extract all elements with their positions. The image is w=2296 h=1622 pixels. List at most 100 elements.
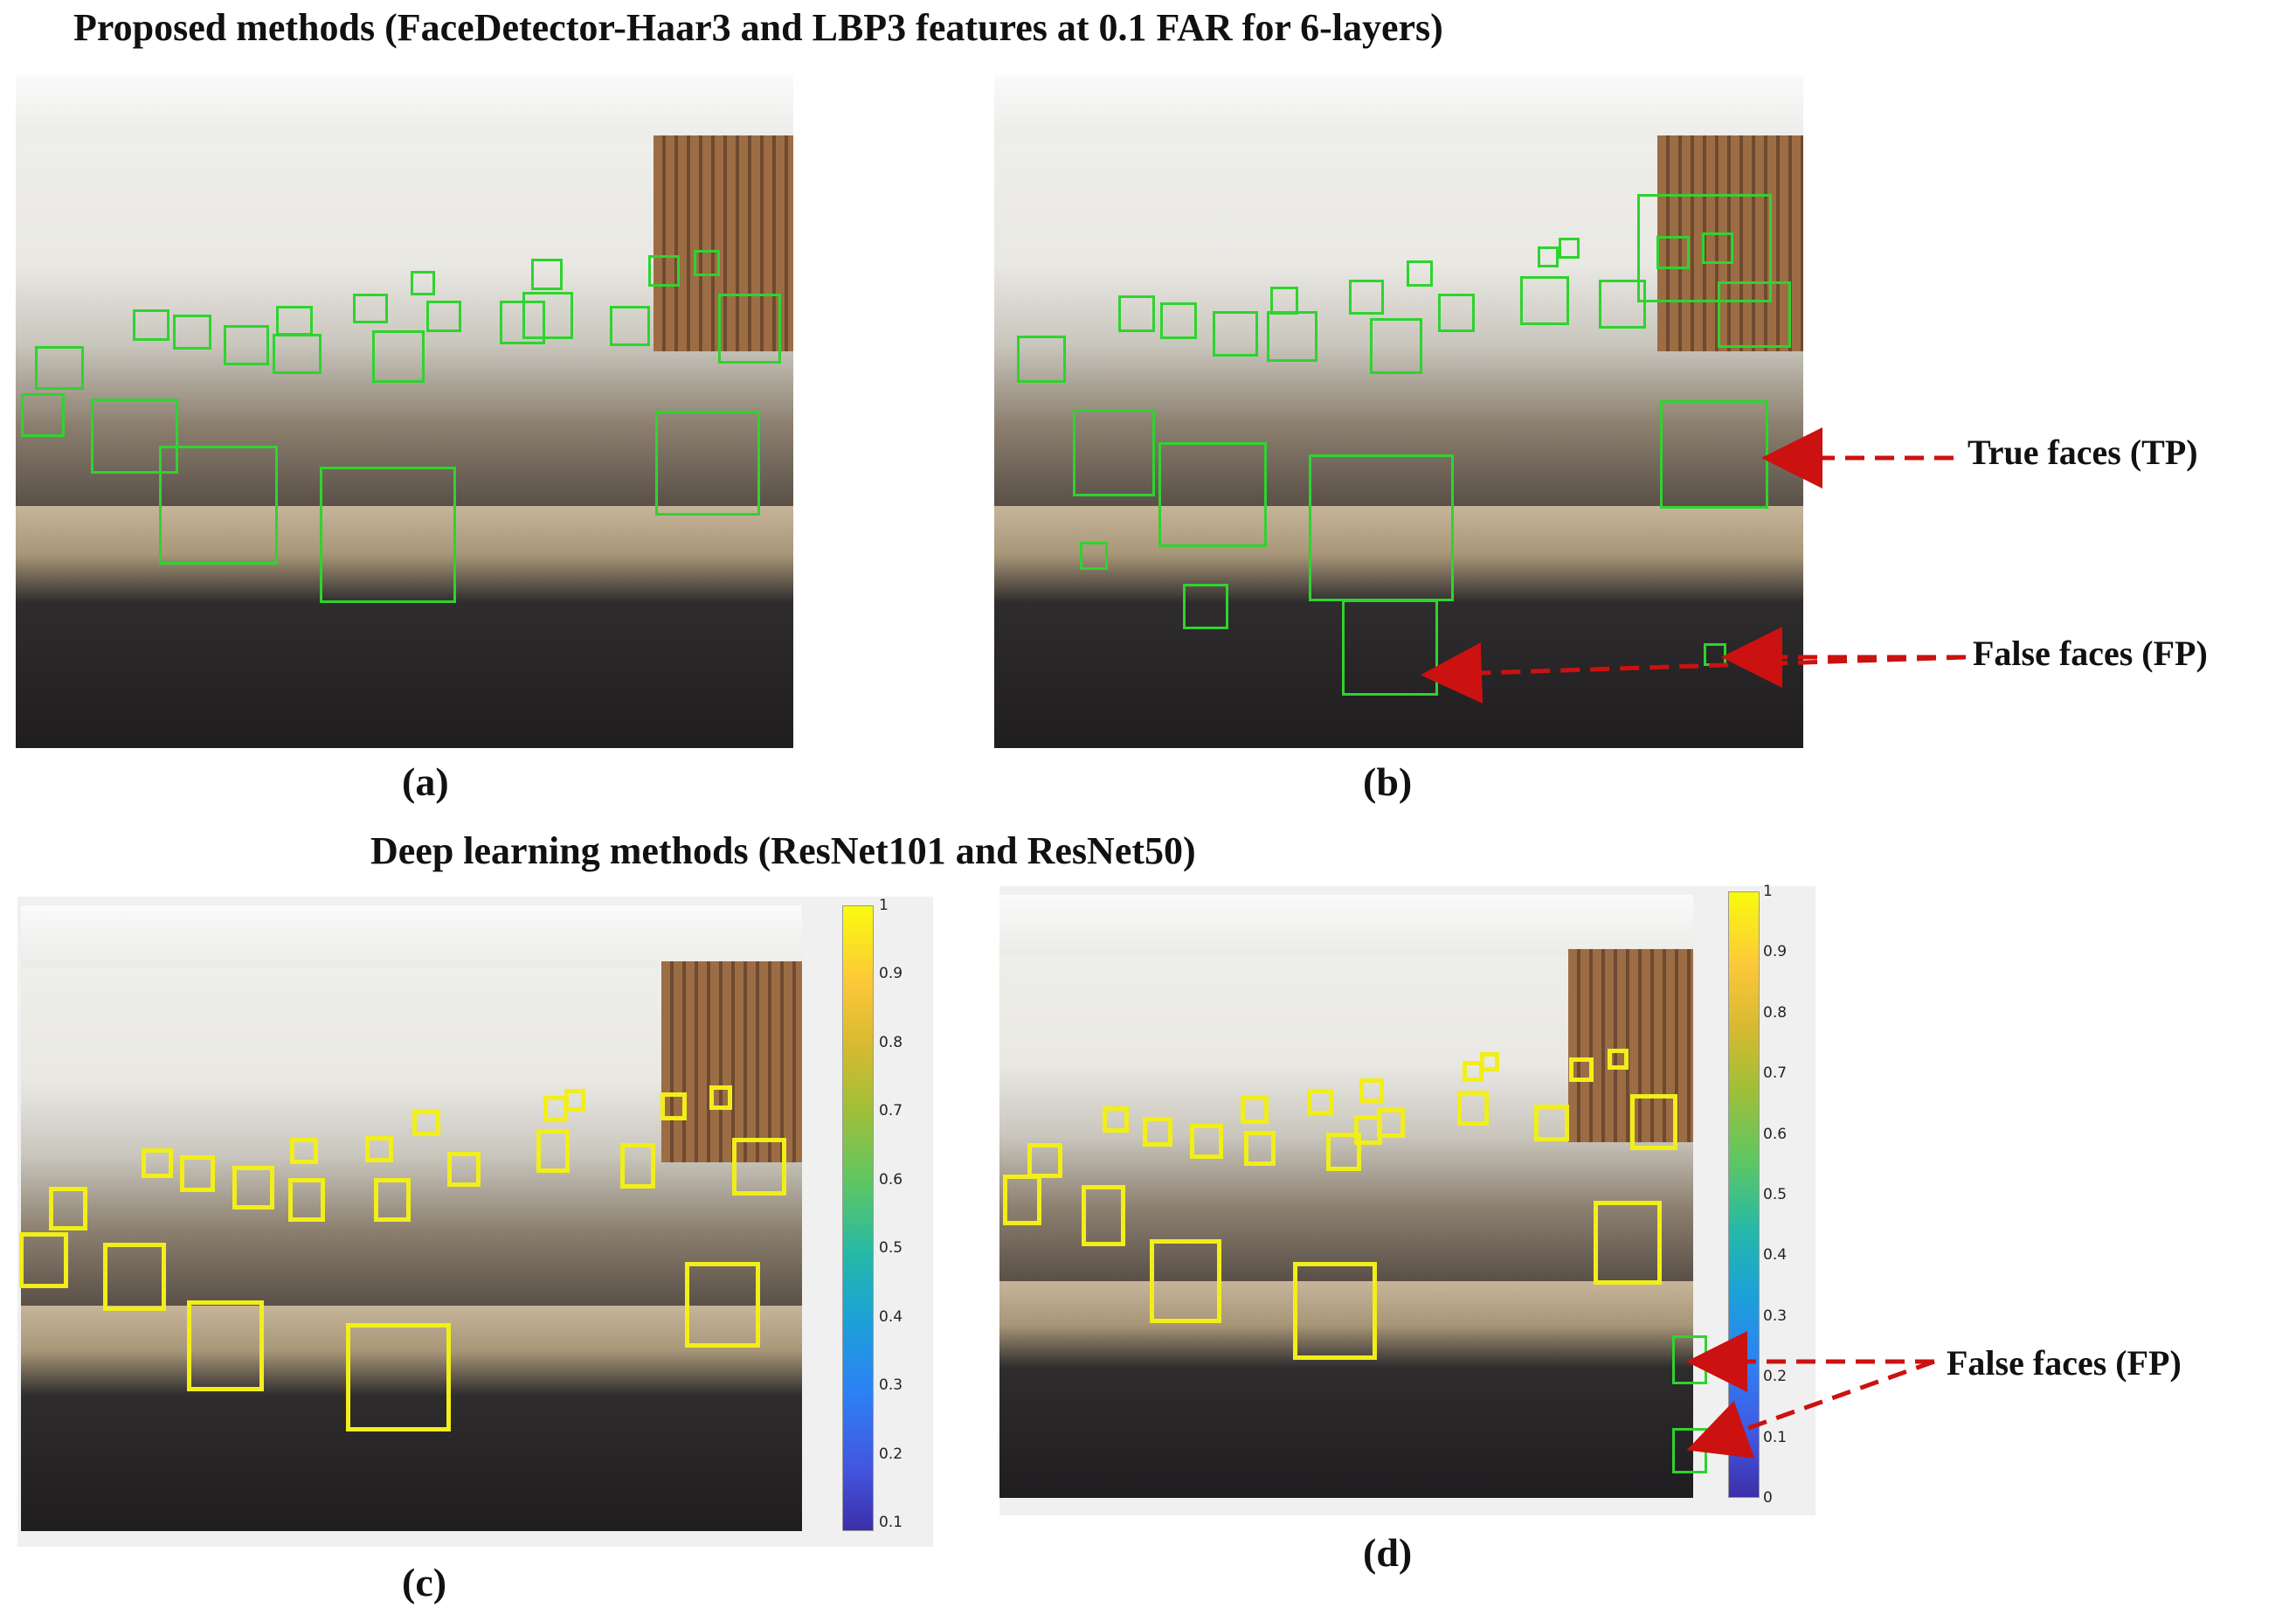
panel-a-label: (a) (402, 759, 449, 804)
face-detection-box (522, 292, 573, 339)
face-detection-box (1637, 194, 1772, 302)
colorbar-tick-label: 0.1 (1763, 1428, 1788, 1446)
colorbar-tick-label: 0.5 (879, 1239, 903, 1258)
face-detection-box (412, 1110, 440, 1136)
face-detection-box (273, 334, 322, 374)
false-faces-label-top: False faces (FP) (1973, 634, 2208, 673)
face-detection-box (1080, 542, 1108, 570)
face-detection-box (372, 330, 425, 383)
face-detection-box (620, 1143, 655, 1189)
face-detection-box (1438, 294, 1475, 332)
face-detection-box (224, 325, 269, 365)
colorbar-tick-label: 0.4 (1763, 1246, 1788, 1265)
face-detection-box (1569, 1057, 1594, 1082)
face-detection-box (648, 255, 680, 287)
colorbar-tick-label: 0.7 (879, 1102, 903, 1120)
face-detection-box (1559, 238, 1580, 259)
face-detection-box (1103, 1106, 1129, 1133)
panel-b-label: (b) (1363, 759, 1413, 804)
face-detection-box (35, 346, 84, 390)
face-detection-box (232, 1166, 274, 1210)
colorbar-tick-label: 0.2 (1763, 1368, 1788, 1386)
face-detection-box (536, 1129, 570, 1173)
face-detection-box (49, 1187, 87, 1230)
colorbar-tick-label: 0.9 (879, 965, 903, 983)
face-detection-box (1118, 295, 1155, 332)
face-detection-box (1082, 1185, 1125, 1246)
face-detection-box (610, 306, 650, 346)
face-detection-box (288, 1178, 325, 1222)
face-detection-box (709, 1085, 732, 1110)
face-detection-box (103, 1243, 166, 1311)
colorbar-tick-label: 0.3 (879, 1376, 903, 1395)
face-detection-box (531, 259, 563, 290)
face-detection-box (1718, 281, 1791, 348)
face-detection-box (290, 1138, 318, 1164)
panel-c-photo (21, 905, 802, 1531)
panel-c-colorbar (842, 905, 874, 1531)
face-detection-box (1326, 1133, 1361, 1171)
face-detection-box (1630, 1094, 1677, 1150)
face-detection-box (426, 301, 461, 332)
colorbar-tick-label: 1 (1763, 883, 1773, 900)
face-detection-box (718, 294, 781, 364)
face-detection-box (1594, 1201, 1662, 1285)
colorbar-tick-label: 1 (879, 897, 889, 914)
face-detection-box (133, 309, 169, 341)
face-detection-box (1190, 1124, 1223, 1159)
face-detection-box (1520, 276, 1569, 325)
panel-d-label: (d) (1363, 1530, 1413, 1575)
face-detection-box (180, 1155, 215, 1192)
face-detection-box (447, 1152, 481, 1187)
face-detection-box (1480, 1052, 1499, 1071)
face-detection-box (655, 411, 760, 516)
face-detection-box (1457, 1091, 1489, 1126)
face-detection-box (1599, 280, 1646, 329)
face-detection-box (1150, 1239, 1221, 1323)
face-detection-box (346, 1323, 451, 1431)
face-detection-box (374, 1178, 411, 1222)
panel-b-photo (994, 75, 1803, 748)
face-detection-box (694, 250, 720, 276)
colorbar-tick-label: 0.9 (1763, 943, 1788, 961)
face-detection-box (1656, 236, 1690, 269)
face-detection-box (411, 271, 435, 295)
panel-d-colorbar (1728, 891, 1760, 1498)
face-detection-box (1702, 232, 1733, 264)
face-detection-box (732, 1138, 786, 1196)
face-detection-box (159, 446, 278, 565)
arrow-false-face-d-lower (1686, 1359, 1935, 1459)
face-detection-box (1017, 336, 1066, 383)
false-faces-label-bottom: False faces (FP) (1947, 1343, 2182, 1383)
face-detection-box (1359, 1078, 1384, 1103)
face-detection-box (685, 1262, 760, 1348)
face-detection-box (1160, 302, 1197, 339)
face-detection-box (21, 393, 65, 437)
colorbar-tick-label: 0.6 (1763, 1125, 1788, 1143)
face-detection-box (91, 399, 178, 474)
face-detection-box (320, 467, 456, 603)
colorbar-tick-label: 0.8 (879, 1033, 903, 1051)
face-detection-box (173, 315, 211, 350)
face-detection-box (1213, 311, 1258, 357)
true-faces-label: True faces (TP) (1968, 433, 2198, 472)
face-detection-box (1307, 1089, 1333, 1115)
colorbar-tick-label: 0.4 (879, 1307, 903, 1326)
colorbar-tick-label: 0.8 (1763, 1003, 1788, 1022)
face-detection-box (1377, 1108, 1405, 1138)
colorbar-tick-label: 0.3 (1763, 1307, 1788, 1325)
face-detection-box (1370, 318, 1422, 374)
face-detection-box (19, 1232, 68, 1288)
face-detection-box (353, 294, 388, 323)
colorbar-tick-label: 0.7 (1763, 1064, 1788, 1083)
colorbar-tick-label: 0 (1763, 1489, 1773, 1507)
face-detection-box (1241, 1096, 1269, 1124)
face-detection-box (1143, 1117, 1172, 1147)
face-detection-box (1534, 1105, 1569, 1141)
face-detection-box (660, 1092, 687, 1120)
figure-title-bottom: Deep learning methods (ResNet101 and Res… (370, 829, 1196, 872)
face-detection-box (1244, 1131, 1276, 1166)
face-detection-box (1608, 1049, 1629, 1070)
face-detection-box (1407, 260, 1433, 287)
